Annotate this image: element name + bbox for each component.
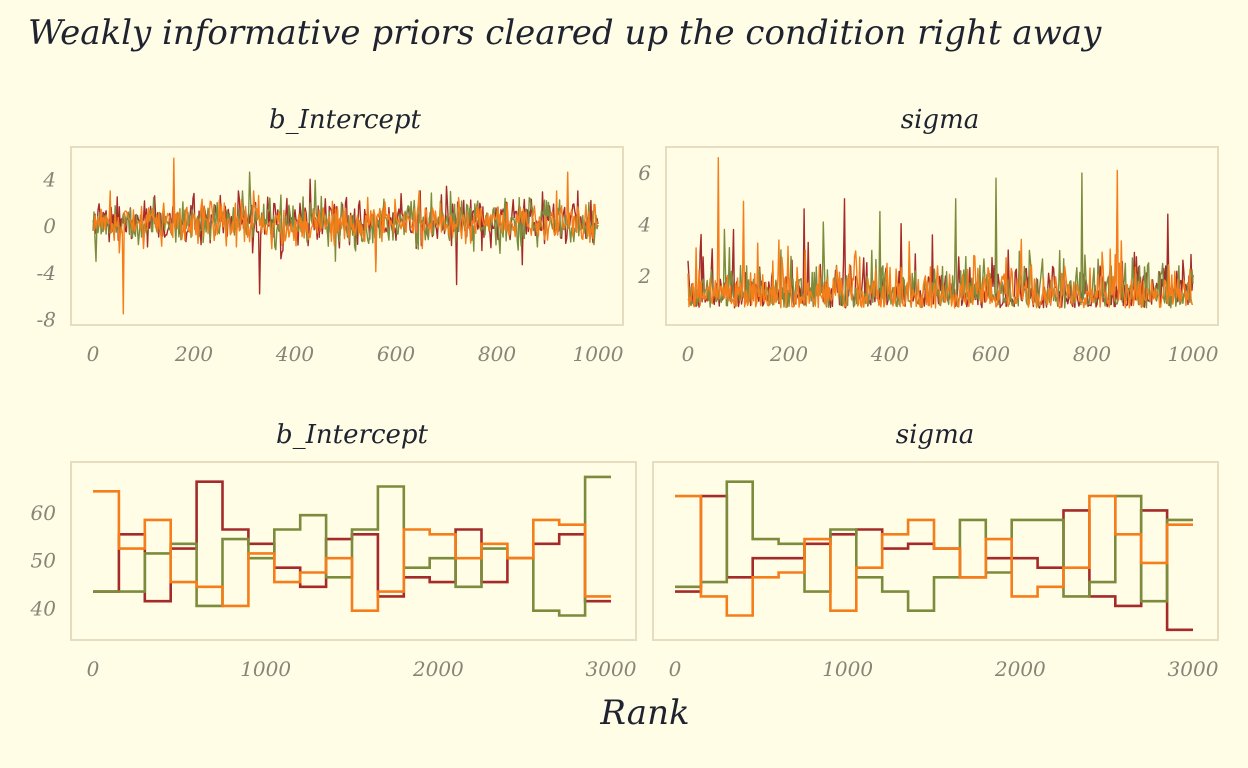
rank-step-chain-3 bbox=[675, 494, 1193, 617]
x-tick-label: 1000 bbox=[1168, 342, 1219, 366]
x-tick-label: 600 bbox=[377, 342, 415, 366]
plot-frame bbox=[665, 146, 1219, 326]
rank-lines bbox=[675, 480, 1193, 632]
x-tick-label: 400 bbox=[870, 342, 909, 366]
x-tick-label: 3000 bbox=[586, 657, 637, 681]
panel-title: b_Intercept bbox=[269, 105, 422, 135]
x-tick-label: 400 bbox=[275, 342, 314, 366]
panel-trace-sigma: sigma 0 200 400 600 800 1000 2 4 6 bbox=[637, 105, 1219, 366]
axis-ticks: 0 1000 2000 3000 bbox=[669, 657, 1219, 681]
panel-title: sigma bbox=[901, 105, 979, 135]
panel-title: sigma bbox=[896, 420, 974, 450]
x-tick-label: 0 bbox=[682, 342, 695, 366]
y-tick-label: 4 bbox=[42, 167, 56, 191]
panel-rank-b-intercept: b_Intercept 0 1000 2000 3000 40 50 60 bbox=[30, 420, 637, 681]
panel-trace-b-intercept: b_Intercept 0 200 400 600 800 1000 -8 -4 0 4 bbox=[37, 105, 624, 366]
x-tick-label: 200 bbox=[174, 342, 213, 366]
rank-step-chain-3 bbox=[93, 490, 611, 612]
x-tick-label: 600 bbox=[972, 342, 1010, 366]
plot-frame bbox=[70, 146, 624, 326]
trace-lines bbox=[687, 156, 1194, 309]
x-tick-label: 0 bbox=[87, 657, 100, 681]
x-tick-label: 800 bbox=[478, 342, 516, 366]
y-tick-label: 4 bbox=[637, 212, 651, 236]
plot-frame bbox=[652, 461, 1219, 641]
trace-line-chain-3 bbox=[92, 157, 599, 315]
x-tick-label: 1000 bbox=[822, 657, 873, 681]
x-tick-label: 200 bbox=[769, 342, 808, 366]
rank-step-chain-2 bbox=[675, 480, 1193, 612]
panel-rank-sigma: sigma 0 1000 2000 3000 bbox=[652, 420, 1219, 681]
axis-ticks: 0 200 400 600 800 1000 2 4 6 bbox=[637, 161, 1218, 366]
panel-title: b_Intercept bbox=[276, 420, 429, 450]
axis-ticks: 0 200 400 600 800 1000 -8 -4 0 4 bbox=[37, 167, 624, 366]
y-tick-label: 0 bbox=[43, 214, 56, 238]
y-tick-label: -4 bbox=[37, 261, 56, 285]
x-tick-label: 1000 bbox=[573, 342, 624, 366]
trace-line-chain-1 bbox=[92, 178, 599, 295]
y-tick-label: 6 bbox=[638, 161, 651, 185]
y-tick-label: 2 bbox=[637, 264, 651, 288]
x-tick-label: 0 bbox=[87, 342, 100, 366]
x-tick-label: 1000 bbox=[240, 657, 291, 681]
axis-ticks: 0 1000 2000 3000 40 50 60 bbox=[30, 501, 637, 681]
x-tick-label: 0 bbox=[669, 657, 682, 681]
y-tick-label: -8 bbox=[37, 308, 56, 332]
y-tick-label: 40 bbox=[30, 596, 57, 620]
rank-lines bbox=[93, 475, 611, 617]
x-tick-label: 800 bbox=[1073, 342, 1111, 366]
trace-line-chain-3 bbox=[687, 156, 1194, 309]
y-tick-label: 50 bbox=[31, 549, 57, 573]
plot-frame bbox=[70, 461, 637, 641]
figure-title: Weakly informative priors cleared up the… bbox=[28, 13, 1102, 53]
x-tick-label: 2000 bbox=[412, 657, 464, 681]
trace-lines bbox=[92, 157, 599, 315]
x-tick-label: 2000 bbox=[994, 657, 1046, 681]
x-axis-label: Rank bbox=[599, 693, 689, 733]
y-tick-label: 60 bbox=[31, 501, 57, 525]
x-tick-label: 3000 bbox=[1168, 657, 1219, 681]
